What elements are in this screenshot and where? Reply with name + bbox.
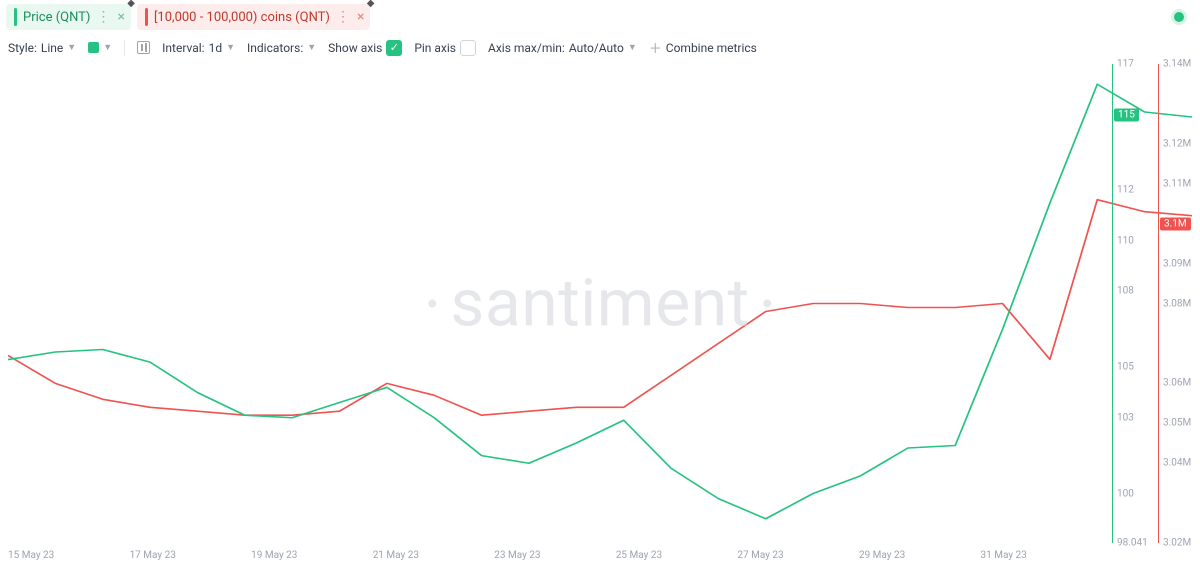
y-tick: 3.02M [1163, 538, 1191, 549]
combine-metrics-button[interactable]: ＋ Combine metrics [649, 38, 757, 57]
y-tick: 3.06M [1163, 378, 1191, 389]
chevron-down-icon: ▼ [226, 42, 235, 53]
chevron-down-icon: ▼ [67, 42, 76, 53]
interval-selector[interactable]: Interval: 1d ▼ [162, 41, 235, 55]
chevron-down-icon: ▼ [307, 42, 316, 53]
metric-color-bar [145, 8, 148, 26]
candlestick-icon [137, 41, 150, 54]
metric-pill-row: Price (QNT) ⋮ × ◆ [10,000 - 100,000) coi… [0, 0, 1200, 34]
y-tick: 3.08M [1163, 298, 1191, 309]
y-tick: 3.05M [1163, 418, 1191, 429]
line-chart [8, 64, 1192, 543]
asset-badge-icon: ◆ [127, 0, 135, 9]
y-tick: 3.11M [1163, 178, 1191, 189]
asset-badge-icon: ◆ [367, 0, 375, 9]
y-tick: 98.041 [1117, 538, 1148, 549]
y-tick: 3.12M [1163, 138, 1191, 149]
x-tick: 23 May 23 [494, 550, 616, 561]
chart-area[interactable]: santiment [8, 64, 1192, 543]
x-axis: 15 May 2317 May 2319 May 2321 May 2323 M… [8, 550, 1102, 561]
chevron-down-icon: ▼ [628, 42, 637, 53]
metric-pill-holders[interactable]: [10,000 - 100,000) coins (QNT) ⋮ × ◆ [137, 4, 370, 30]
x-tick: 31 May 23 [981, 550, 1103, 561]
y-tick: 3.14M [1163, 59, 1191, 70]
interval-label: Interval: [162, 41, 204, 55]
interval-value: 1d [209, 41, 223, 55]
y-current-tag: 115 [1114, 108, 1139, 121]
metric-label: [10,000 - 100,000) coins (QNT) [154, 10, 330, 25]
color-selector[interactable]: ▼ [88, 42, 112, 53]
combine-label: Combine metrics [666, 41, 757, 55]
live-status-dot [1174, 12, 1184, 22]
y-tick: 100 [1117, 488, 1134, 499]
y-tick: 3.09M [1163, 258, 1191, 269]
indicators-selector[interactable]: Indicators: ▼ [247, 41, 316, 55]
y-tick: 110 [1117, 235, 1134, 246]
color-swatch [88, 42, 99, 53]
checkbox-on-icon: ✓ [386, 40, 402, 56]
x-tick: 21 May 23 [373, 550, 495, 561]
indicators-label: Indicators: [247, 41, 303, 55]
plus-icon: ＋ [649, 38, 662, 57]
show-axis-toggle[interactable]: Show axis ✓ [328, 40, 402, 56]
axis-maxmin-selector[interactable]: Axis max/min: Auto/Auto ▼ [488, 41, 637, 55]
y-current-tag: 3.1M [1160, 217, 1191, 230]
style-label: Style: [8, 41, 37, 55]
metric-label: Price (QNT) [23, 10, 90, 25]
pin-axis-label: Pin axis [414, 41, 456, 55]
x-tick: 19 May 23 [251, 550, 373, 561]
style-value: Line [41, 41, 63, 55]
metric-color-bar [14, 8, 17, 26]
x-tick: 17 May 23 [130, 550, 252, 561]
x-tick: 25 May 23 [616, 550, 738, 561]
y-tick: 117 [1117, 59, 1134, 70]
y-tick: 3.04M [1163, 458, 1191, 469]
chevron-down-icon: ▼ [103, 42, 112, 53]
axis-maxmin-value: Auto/Auto [569, 41, 624, 55]
close-icon[interactable]: × [117, 9, 124, 25]
close-icon[interactable]: × [357, 9, 364, 25]
y-tick: 108 [1117, 286, 1134, 297]
x-tick: 27 May 23 [737, 550, 859, 561]
y-axis-holders: 3.14M3.12M3.11M3.09M3.08M3.06M3.05M3.04M… [1158, 64, 1192, 543]
y-tick: 103 [1117, 412, 1134, 423]
show-axis-label: Show axis [328, 41, 382, 55]
y-tick: 105 [1117, 362, 1134, 373]
metric-pill-price[interactable]: Price (QNT) ⋮ × ◆ [6, 4, 131, 30]
style-selector[interactable]: Style: Line ▼ [8, 41, 76, 55]
checkbox-off-icon [460, 40, 476, 56]
axis-maxmin-label: Axis max/min: [488, 41, 565, 55]
pin-axis-toggle[interactable]: Pin axis [414, 40, 476, 56]
divider [124, 40, 125, 56]
x-tick: 29 May 23 [859, 550, 981, 561]
y-axis-price: 11711511211010810510310098.041115 [1112, 64, 1146, 543]
y-tick: 112 [1117, 185, 1134, 196]
chart-toolbar: Style: Line ▼ ▼ Interval: 1d ▼ Indicator… [0, 34, 1200, 65]
chart-type-button[interactable] [137, 41, 150, 54]
x-tick: 15 May 23 [8, 550, 130, 561]
